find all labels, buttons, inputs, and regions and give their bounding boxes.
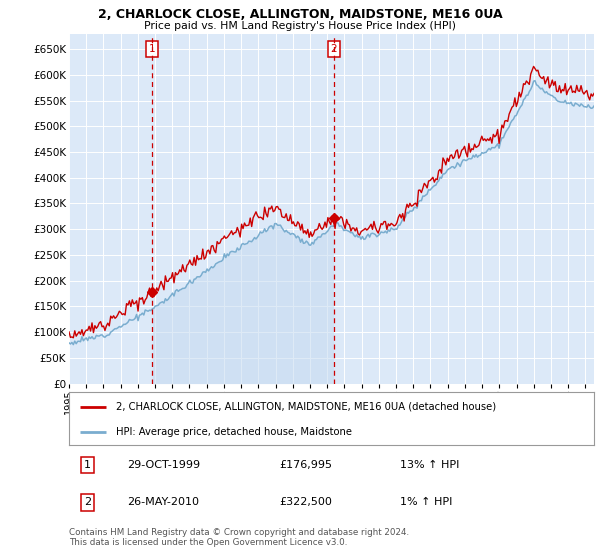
Text: Contains HM Land Registry data © Crown copyright and database right 2024.
This d: Contains HM Land Registry data © Crown c… — [69, 528, 409, 547]
Text: 2: 2 — [84, 497, 91, 507]
Text: 29-OCT-1999: 29-OCT-1999 — [127, 460, 200, 470]
Text: 13% ↑ HPI: 13% ↑ HPI — [400, 460, 459, 470]
Text: £322,500: £322,500 — [279, 497, 332, 507]
Text: 1% ↑ HPI: 1% ↑ HPI — [400, 497, 452, 507]
Text: 2, CHARLOCK CLOSE, ALLINGTON, MAIDSTONE, ME16 0UA (detached house): 2, CHARLOCK CLOSE, ALLINGTON, MAIDSTONE,… — [116, 402, 496, 412]
Text: 2: 2 — [331, 44, 337, 54]
Text: Price paid vs. HM Land Registry's House Price Index (HPI): Price paid vs. HM Land Registry's House … — [144, 21, 456, 31]
Text: 26-MAY-2010: 26-MAY-2010 — [127, 497, 199, 507]
Text: 1: 1 — [84, 460, 91, 470]
Text: 2, CHARLOCK CLOSE, ALLINGTON, MAIDSTONE, ME16 0UA: 2, CHARLOCK CLOSE, ALLINGTON, MAIDSTONE,… — [98, 8, 502, 21]
Text: 1: 1 — [149, 44, 155, 54]
Text: HPI: Average price, detached house, Maidstone: HPI: Average price, detached house, Maid… — [116, 427, 352, 437]
Text: £176,995: £176,995 — [279, 460, 332, 470]
